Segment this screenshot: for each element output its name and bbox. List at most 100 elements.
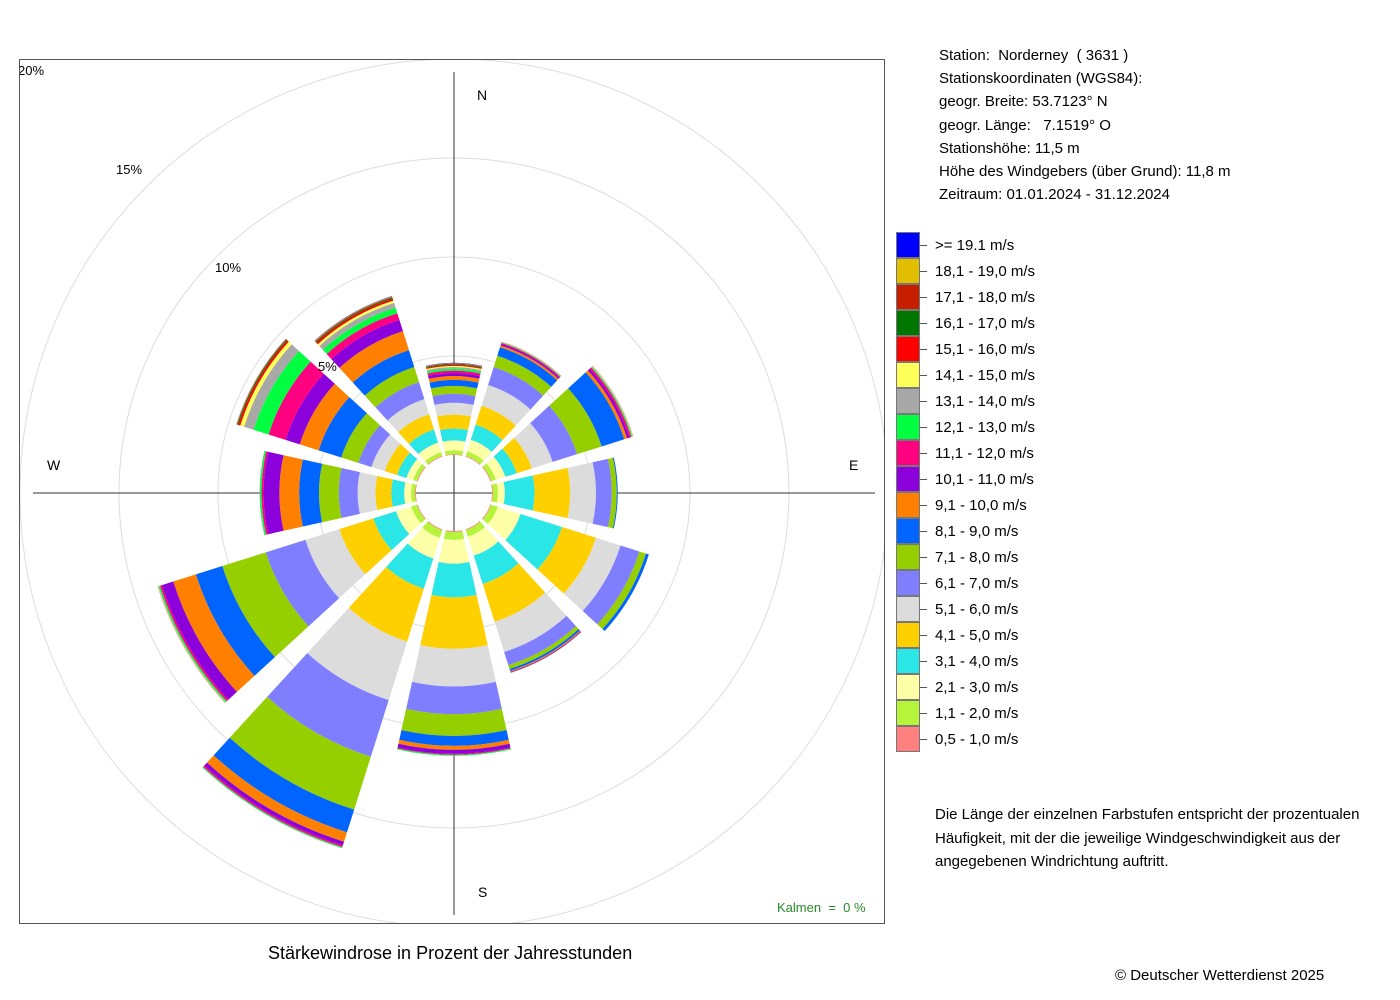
sector-180-bin-8 <box>399 730 509 746</box>
sector-30-bin-8 <box>497 347 558 387</box>
sector-180-bin-9 <box>398 739 510 750</box>
sector-150-bin-2 <box>467 526 499 556</box>
legend-swatch <box>896 310 920 336</box>
anemometer-height: Höhe des Windgebers (über Grund): 11,8 m <box>939 163 1231 181</box>
sector-330 <box>314 296 443 465</box>
station-info: Station: Norderney ( 3631 ) Stationskoor… <box>939 44 1231 206</box>
sector-270-bin-10 <box>263 451 284 535</box>
sector-60-bin-9 <box>585 370 628 440</box>
sector-330-bin-12 <box>322 307 398 355</box>
legend-tick <box>920 245 927 246</box>
station-coordinates-heading: Stationskoordinaten (WGS84): <box>939 70 1143 88</box>
legend-label: 5,1 - 6,0 m/s <box>935 601 1019 618</box>
sector-330-bin-4 <box>398 414 434 444</box>
sector-180-bin-7 <box>401 708 507 736</box>
sector-30-bin-10 <box>500 343 560 379</box>
sector-150-bin-8 <box>509 629 580 671</box>
sector-210-bin-3 <box>386 543 434 589</box>
sector-0-bin-4 <box>437 414 471 430</box>
legend-label: 11,1 - 12,0 m/s <box>935 445 1034 462</box>
legend-label: 14,1 - 15,0 m/s <box>935 367 1036 384</box>
sector-180 <box>397 530 511 756</box>
sector-30-bin-4 <box>475 405 516 441</box>
sector-90-bin-4 <box>532 467 571 519</box>
legend-swatch <box>896 232 920 258</box>
sector-120-bin-6 <box>582 545 640 625</box>
legend-label: 1,1 - 2,0 m/s <box>935 705 1019 722</box>
legend-swatch <box>896 466 920 492</box>
sector-0-bin-10 <box>428 373 480 379</box>
legend-tick <box>920 687 927 688</box>
legend-label: 6,1 - 7,0 m/s <box>935 575 1019 592</box>
sector-300-bin-4 <box>384 443 410 476</box>
sector-210-bin-9 <box>206 755 348 842</box>
sector-240-bin-6 <box>265 539 340 627</box>
sector-270-bin-4 <box>375 475 393 511</box>
sector-270-bin-12 <box>259 451 267 535</box>
sector-180-bin-1 <box>443 531 465 540</box>
sector-60-bin-11 <box>589 367 632 438</box>
sector-300-bin-13 <box>244 344 299 430</box>
legend-label: 10,1 - 11,0 m/s <box>935 471 1034 488</box>
sector-150-bin-1 <box>465 521 486 537</box>
direction-label-south: S <box>478 884 488 900</box>
sector-90-bin-1 <box>492 483 498 503</box>
sector-60 <box>482 365 634 482</box>
radial-tick-label-10: 10% <box>215 260 242 275</box>
legend-tick <box>920 635 927 636</box>
sector-0-bin-7 <box>430 385 478 397</box>
sector-300-bin-8 <box>318 397 367 458</box>
sector-210-bin-1 <box>422 521 443 538</box>
legend-label: 2,1 - 3,0 m/s <box>935 679 1019 696</box>
sector-0-bin-0 <box>445 454 463 456</box>
legend-tick <box>920 375 927 376</box>
sector-90-bin-2 <box>496 481 505 505</box>
sector-30-bin-6 <box>488 367 544 410</box>
sector-270-bin-11 <box>261 451 269 535</box>
sector-330-bin-8 <box>352 350 415 396</box>
sector-0-bin-12 <box>427 368 481 374</box>
sector-60-bin-10 <box>587 368 630 439</box>
sector-120-bin-8 <box>602 553 649 632</box>
sector-210-bin-4 <box>348 567 424 642</box>
sector-30-bin-7 <box>493 355 552 396</box>
sector-30 <box>465 341 562 465</box>
sector-0-bin-5 <box>434 402 474 417</box>
sector-0-bin-15 <box>426 364 482 369</box>
sector-210-bin-5 <box>307 607 408 701</box>
sector-210-bin-6 <box>267 653 389 757</box>
legend-swatch <box>896 388 920 414</box>
legend-label: 13,1 - 14,0 m/s <box>935 393 1036 410</box>
station-elevation: Stationshöhe: 11,5 m <box>939 139 1080 157</box>
sector-150-bin-0 <box>465 521 481 531</box>
sector-60-bin-3 <box>493 448 517 477</box>
sector-120-bin-7 <box>597 551 647 630</box>
sector-300-bin-12 <box>253 350 311 435</box>
sector-180-bin-12 <box>397 748 511 756</box>
sector-300-bin-14 <box>240 341 292 427</box>
legend-label: 16,1 - 17,0 m/s <box>935 315 1036 332</box>
legend-swatch <box>896 622 920 648</box>
sector-90-bin-5 <box>567 462 596 524</box>
legend-tick <box>920 297 927 298</box>
sector-270-bin-9 <box>279 455 303 531</box>
sector-150-bin-4 <box>482 563 546 622</box>
sector-210-bin-2 <box>407 527 440 559</box>
radial-tick-label-15: 15% <box>116 162 143 177</box>
sector-300-bin-5 <box>371 434 401 472</box>
legend-label: 15,1 - 16,0 m/s <box>935 341 1036 358</box>
sector-180-bin-2 <box>438 538 470 564</box>
sector-270-bin-6 <box>338 468 360 518</box>
sector-120-bin-2 <box>487 506 521 541</box>
legend-label: 4,1 - 5,0 m/s <box>935 627 1019 644</box>
legend-swatch <box>896 570 920 596</box>
sector-300-bin-1 <box>413 463 426 482</box>
sector-0-bin-2 <box>442 440 466 452</box>
legend-label: >= 19.1 m/s <box>935 237 1015 254</box>
legend-label: 8,1 - 9,0 m/s <box>935 523 1019 540</box>
sector-150-bin-3 <box>473 541 519 585</box>
sector-240-bin-1 <box>411 504 426 524</box>
sector-90-bin-7 <box>608 457 617 529</box>
sector-30-bin-0 <box>465 455 481 465</box>
sector-0-bin-8 <box>429 379 479 389</box>
